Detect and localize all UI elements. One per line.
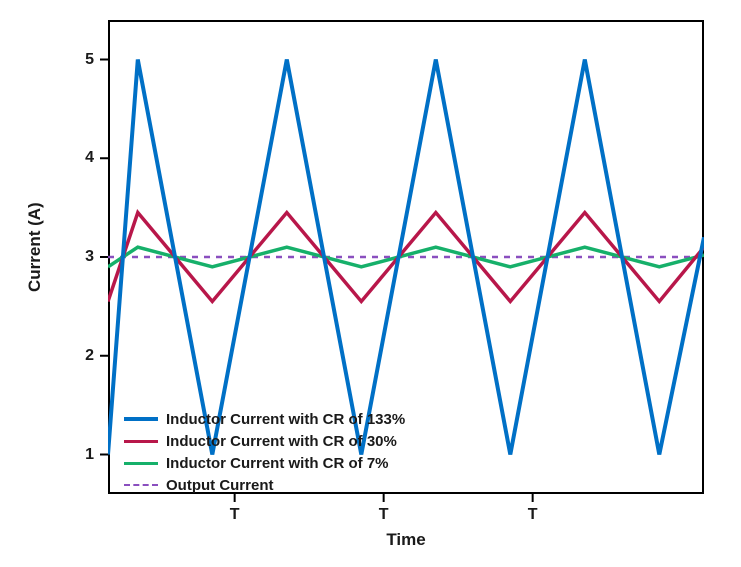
legend-item: Inductor Current with CR of 30% [124, 430, 405, 452]
legend: Inductor Current with CR of 133% Inductor… [124, 408, 405, 496]
x-tick-label: T [503, 506, 563, 524]
legend-label: Inductor Current with CR of 7% [166, 455, 389, 472]
legend-label: Inductor Current with CR of 133% [166, 411, 405, 428]
legend-label: Output Current [166, 477, 273, 494]
y-tick-label: 4 [0, 149, 94, 167]
y-tick-label: 3 [0, 248, 94, 266]
legend-item: Output Current [124, 474, 405, 496]
legend-swatch [124, 462, 158, 465]
x-axis-label: Time [108, 530, 704, 550]
legend-swatch [124, 484, 158, 486]
y-tick-label: 1 [0, 446, 94, 464]
legend-item: Inductor Current with CR of 133% [124, 408, 405, 430]
y-tick-label: 2 [0, 347, 94, 365]
x-tick-label: T [354, 506, 414, 524]
legend-swatch [124, 440, 158, 443]
legend-item: Inductor Current with CR of 7% [124, 452, 405, 474]
legend-label: Inductor Current with CR of 30% [166, 433, 397, 450]
chart-container: Current (A) Time Inductor Current with C… [0, 0, 741, 567]
y-tick-label: 5 [0, 51, 94, 69]
x-tick-label: T [205, 506, 265, 524]
legend-swatch [124, 417, 158, 421]
